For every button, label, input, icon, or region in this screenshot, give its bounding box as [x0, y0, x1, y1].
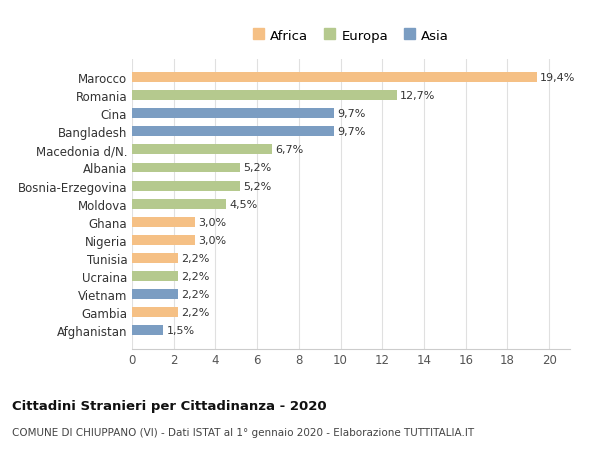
- Bar: [132, 218, 194, 227]
- Bar: [132, 163, 241, 173]
- Bar: [132, 199, 226, 209]
- Text: 5,2%: 5,2%: [244, 163, 272, 173]
- Text: 9,7%: 9,7%: [337, 127, 366, 137]
- Bar: [132, 109, 334, 119]
- Bar: [132, 91, 397, 101]
- Bar: [132, 253, 178, 263]
- Bar: [132, 290, 178, 300]
- Legend: Africa, Europa, Asia: Africa, Europa, Asia: [249, 26, 453, 47]
- Bar: [132, 326, 163, 336]
- Text: 9,7%: 9,7%: [337, 109, 366, 119]
- Bar: [132, 181, 241, 191]
- Text: 2,2%: 2,2%: [181, 308, 209, 318]
- Text: COMUNE DI CHIUPPANO (VI) - Dati ISTAT al 1° gennaio 2020 - Elaborazione TUTTITAL: COMUNE DI CHIUPPANO (VI) - Dati ISTAT al…: [12, 427, 474, 437]
- Text: 2,2%: 2,2%: [181, 290, 209, 300]
- Text: Cittadini Stranieri per Cittadinanza - 2020: Cittadini Stranieri per Cittadinanza - 2…: [12, 399, 326, 412]
- Text: 5,2%: 5,2%: [244, 181, 272, 191]
- Text: 12,7%: 12,7%: [400, 91, 436, 101]
- Text: 19,4%: 19,4%: [540, 73, 575, 83]
- Text: 6,7%: 6,7%: [275, 145, 303, 155]
- Text: 3,0%: 3,0%: [198, 217, 226, 227]
- Bar: [132, 127, 334, 137]
- Bar: [132, 235, 194, 246]
- Text: 4,5%: 4,5%: [229, 199, 257, 209]
- Text: 1,5%: 1,5%: [166, 326, 194, 336]
- Text: 3,0%: 3,0%: [198, 235, 226, 246]
- Bar: [132, 272, 178, 281]
- Text: 2,2%: 2,2%: [181, 272, 209, 281]
- Text: 2,2%: 2,2%: [181, 253, 209, 263]
- Bar: [132, 145, 272, 155]
- Bar: [132, 73, 536, 83]
- Bar: [132, 308, 178, 318]
